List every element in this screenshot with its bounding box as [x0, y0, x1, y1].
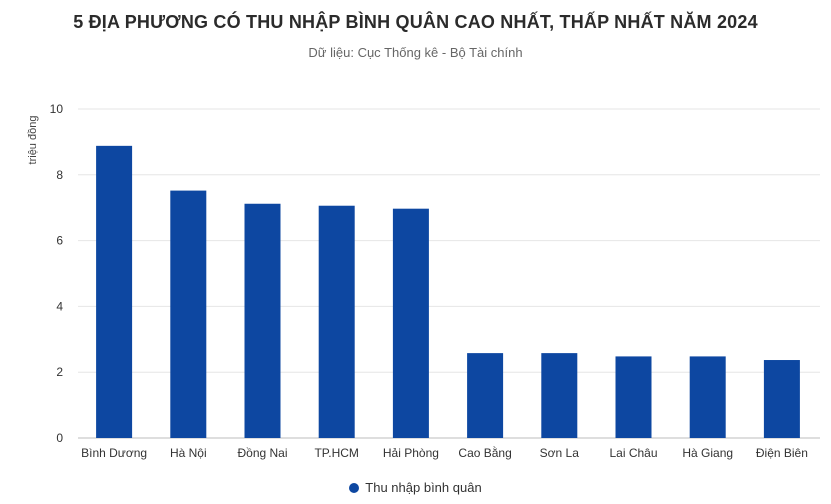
bar[interactable] [392, 208, 429, 438]
x-tick-label: TP.HCM [314, 446, 358, 460]
bar[interactable] [467, 353, 504, 438]
bar[interactable] [541, 353, 578, 438]
y-tick-label: 0 [56, 431, 63, 445]
x-tick-label: Sơn La [540, 446, 580, 460]
bar[interactable] [763, 360, 800, 438]
x-tick-label: Đồng Nai [237, 446, 287, 460]
y-tick-label: 6 [56, 234, 63, 248]
y-tick-label: 8 [56, 168, 63, 182]
y-tick-label: 10 [50, 102, 64, 116]
x-tick-label: Điện Biên [756, 446, 808, 460]
chart-subtitle: Dữ liệu: Cục Thống kê - Bộ Tài chính [308, 45, 523, 60]
bar[interactable] [96, 145, 133, 438]
x-tick-label: Hà Nội [170, 446, 207, 460]
y-tick-label: 2 [56, 365, 63, 379]
bar[interactable] [170, 190, 207, 438]
x-tick-label: Lai Châu [609, 446, 657, 460]
legend-marker [349, 483, 360, 493]
y-tick-label: 4 [56, 299, 63, 313]
bar[interactable] [615, 356, 652, 438]
x-tick-label: Cao Bằng [458, 445, 511, 460]
x-tick-label: Hải Phòng [383, 446, 439, 460]
legend-label: Thu nhập bình quân [365, 480, 482, 495]
x-tick-label: Bình Dương [81, 446, 147, 460]
bars [96, 145, 800, 438]
bar[interactable] [244, 203, 281, 438]
bar[interactable] [318, 205, 355, 438]
x-axis-ticks: Bình Dương Hà Nội Đồng Nai TP.HCM Hải Phòng C… [81, 445, 808, 460]
legend[interactable]: Thu nhập bình quân [0, 480, 831, 495]
y-axis-ticks: 0 2 4 6 8 10 [50, 102, 64, 445]
x-tick-label: Hà Giang [682, 446, 733, 460]
bar[interactable] [689, 356, 726, 438]
y-axis-label: triệu đồng [27, 116, 39, 165]
chart-title: 5 ĐỊA PHƯƠNG CÓ THU NHẬP BÌNH QUÂN CAO N… [73, 12, 758, 32]
